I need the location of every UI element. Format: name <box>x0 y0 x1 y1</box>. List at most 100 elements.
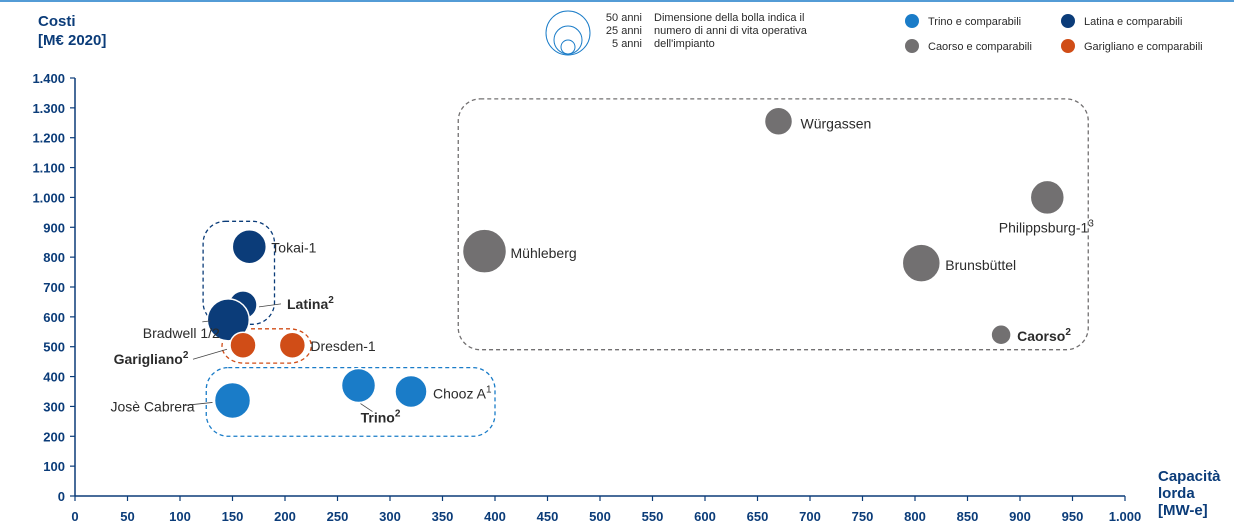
size-legend-note: Dimensione della bolla indica il <box>654 12 804 24</box>
x-axis-title: Capacità lorda [MW-e] <box>1158 468 1221 519</box>
point-label-superscript: 2 <box>328 295 334 306</box>
point-label: Philippsburg-13 <box>999 218 1095 235</box>
y-tick-label: 1.000 <box>32 190 65 205</box>
point-label-text: Würgassen <box>801 115 872 131</box>
legend-label: Caorso e comparabili <box>928 41 1032 53</box>
point-label: Caorso2 <box>1017 327 1071 344</box>
size-legend-circle-small <box>560 39 576 55</box>
point-label-text: Caorso <box>1017 328 1065 344</box>
leader-line <box>360 403 373 412</box>
x-tick-label: 100 <box>169 509 191 524</box>
y-tick-label: 600 <box>43 310 65 325</box>
y-tick-label: 100 <box>43 459 65 474</box>
point-label-text: Trino <box>361 410 395 426</box>
point-label-superscript: 3 <box>1088 218 1094 229</box>
size-legend-note: dell'impianto <box>654 38 715 50</box>
x-tick-label: 200 <box>274 509 296 524</box>
legend-marker <box>905 14 919 28</box>
y-axis-title-line1: Costi <box>38 13 76 30</box>
y-tick-label: 500 <box>43 340 65 355</box>
caorso-group-frame <box>457 98 1089 351</box>
data-bubble <box>231 228 268 265</box>
point-label: Chooz A1 <box>433 385 492 402</box>
size-legend-note: numero di anni di vita operativa <box>654 25 808 37</box>
data-bubble <box>394 374 428 409</box>
x-tick-label: 700 <box>799 509 821 524</box>
x-tick-label: 800 <box>904 509 926 524</box>
data-bubble <box>206 298 251 342</box>
point-label: Josè Cabrera <box>110 398 194 414</box>
point-label-text: Josè Cabrera <box>110 398 194 414</box>
point-label: Würgassen <box>801 115 872 131</box>
legend-label: Garigliano e comparabili <box>1084 41 1203 53</box>
size-legend-circle-large <box>545 10 591 56</box>
point-label-text: Dresden-1 <box>310 338 376 354</box>
y-tick-label: 800 <box>43 250 65 265</box>
x-tick-label: 250 <box>327 509 349 524</box>
point-label: Tokai-1 <box>271 240 316 256</box>
x-tick-label: 600 <box>694 509 716 524</box>
legend-marker <box>905 39 919 53</box>
y-tick-label: 1.200 <box>32 131 65 146</box>
point-label-text: Tokai-1 <box>271 240 316 256</box>
y-tick-label: 0 <box>58 489 65 504</box>
y-tick-label: 1.400 <box>32 71 65 86</box>
y-tick-label: 900 <box>43 220 65 235</box>
x-tick-label: 1.000 <box>1109 509 1142 524</box>
data-bubble <box>340 367 377 404</box>
x-tick-label: 150 <box>222 509 244 524</box>
data-bubble <box>763 106 794 137</box>
legend-marker <box>1061 39 1075 53</box>
size-legend-entry: 5 anni <box>612 38 642 50</box>
point-label-superscript: 1 <box>486 385 492 396</box>
data-bubble <box>990 324 1012 346</box>
x-tick-label: 750 <box>852 509 874 524</box>
point-label-superscript: 2 <box>395 409 401 420</box>
x-axis-title-line2: lorda <box>1158 485 1195 502</box>
x-tick-label: 550 <box>642 509 664 524</box>
data-bubble <box>229 331 257 359</box>
data-bubble <box>213 381 252 420</box>
legend-label: Latina e comparabili <box>1084 16 1182 28</box>
x-axis-title-line3: [MW-e] <box>1158 502 1208 519</box>
point-label-superscript: 2 <box>183 350 189 361</box>
legend-marker <box>1061 14 1075 28</box>
y-tick-label: 200 <box>43 429 65 444</box>
x-tick-label: 300 <box>379 509 401 524</box>
x-tick-label: 900 <box>1009 509 1031 524</box>
leader-line <box>202 320 211 323</box>
point-label-text: Latina <box>287 296 328 312</box>
y-tick-label: 300 <box>43 399 65 414</box>
legend-label: Trino e comparabili <box>928 16 1021 28</box>
leader-line <box>258 303 282 308</box>
x-axis-title-line1: Capacità <box>1158 468 1221 485</box>
x-tick-label: 850 <box>957 509 979 524</box>
y-axis-title-line2: [M€ 2020] <box>38 32 107 49</box>
point-label: Mühleberg <box>511 245 577 261</box>
point-label: Dresden-1 <box>310 338 376 354</box>
point-label-text: Bradwell 1/2 <box>143 325 220 341</box>
leader-line <box>184 402 213 406</box>
x-tick-label: 450 <box>537 509 559 524</box>
point-label: Brunsbüttel <box>945 257 1016 273</box>
y-tick-label: 1.300 <box>32 101 65 116</box>
point-label: Garigliano2 <box>114 350 189 367</box>
x-tick-label: 0 <box>71 509 78 524</box>
x-tick-label: 950 <box>1062 509 1084 524</box>
data-bubble <box>1029 179 1066 216</box>
point-label-text: Mühleberg <box>511 245 577 261</box>
leader-line <box>192 348 228 360</box>
point-label-superscript: 2 <box>1065 327 1071 338</box>
y-tick-label: 1.100 <box>32 161 65 176</box>
x-tick-label: 350 <box>432 509 454 524</box>
point-label-text: Garigliano <box>114 351 183 367</box>
data-bubble <box>278 331 307 359</box>
x-tick-label: 50 <box>120 509 134 524</box>
size-legend-entry: 50 anni <box>606 12 642 24</box>
size-legend-entry: 25 anni <box>606 25 642 37</box>
y-axis-title: Costi [M€ 2020] <box>38 12 106 50</box>
trino-group-frame <box>205 366 496 437</box>
point-label: Bradwell 1/2 <box>143 325 220 341</box>
x-tick-label: 650 <box>747 509 769 524</box>
